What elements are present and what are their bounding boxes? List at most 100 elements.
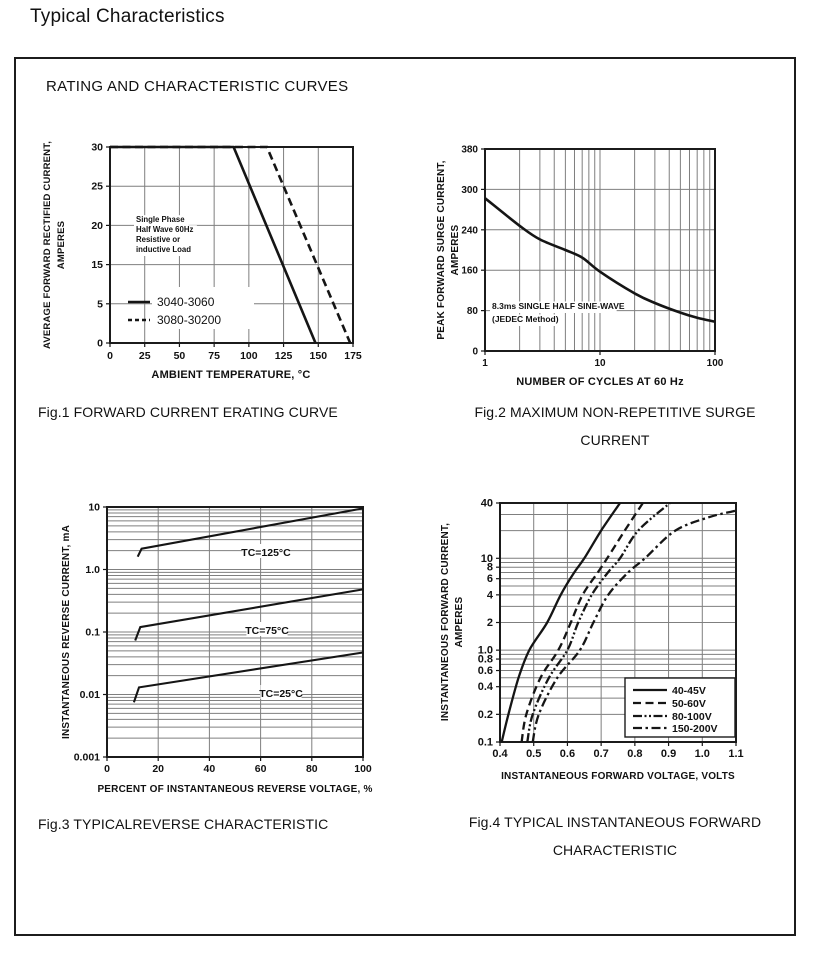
y-tick-label: 2 bbox=[487, 617, 493, 629]
y-tick-label: 240 bbox=[461, 225, 478, 236]
fig2-tick-labels: 1 10 100 0 80 160 240 300 380 bbox=[461, 145, 723, 370]
fig2-series-surge-current bbox=[484, 197, 716, 323]
fig3-y-axis-title: INSTANTANEOUS REVERSE CURRENT, mA bbox=[61, 525, 72, 739]
fig3-caption: Fig.3 TYPICALREVERSE CHARACTERISTIC bbox=[38, 810, 328, 838]
note-background bbox=[134, 215, 189, 226]
fig4-plot-border bbox=[499, 502, 737, 743]
y-tick-label: 0.1 bbox=[85, 627, 100, 639]
y-tick-label: 6 bbox=[487, 573, 493, 585]
page-title: Typical Characteristics bbox=[30, 6, 225, 27]
annotation-line: inductive Load bbox=[136, 245, 191, 254]
fig3-caption-line: Fig.3 TYPICALREVERSE CHARACTERISTIC bbox=[38, 816, 329, 832]
y-tick-label: 8 bbox=[487, 562, 493, 574]
legend-label: 80-100V bbox=[672, 711, 712, 723]
x-tick-label: 40 bbox=[204, 763, 216, 775]
fig1-x-axis-title: AMBIENT TEMPERATURE, °C bbox=[151, 369, 310, 381]
x-tick-label: 125 bbox=[275, 350, 293, 362]
fig3-series-tc-75-c bbox=[134, 588, 364, 641]
note-background bbox=[134, 225, 197, 236]
note-background bbox=[490, 301, 617, 313]
x-tick-label: 80 bbox=[306, 763, 318, 775]
y-tick-label: 30 bbox=[91, 142, 103, 154]
x-tick-label: 60 bbox=[255, 763, 267, 775]
fig2-caption-line: CURRENT bbox=[580, 432, 650, 448]
x-tick-label: 0.6 bbox=[560, 748, 575, 760]
fig1-caption: Fig.1 FORWARD CURRENT ERATING CURVE bbox=[38, 398, 338, 426]
x-tick-label: 0.9 bbox=[661, 748, 676, 760]
curve-label-background bbox=[260, 685, 302, 699]
fig3-plot-border bbox=[106, 506, 364, 758]
fig3-reverse-chart: 0 20 40 60 80 100 10 1.0 0.1 0.01 0.001 PERCENT OF … bbox=[61, 502, 372, 796]
x-tick-label: 1 bbox=[482, 358, 488, 369]
x-tick-label: 25 bbox=[139, 350, 151, 362]
y-tick-label: 10 bbox=[481, 553, 493, 565]
y-tick-label: 160 bbox=[461, 266, 478, 277]
x-tick-label: 0.5 bbox=[526, 748, 541, 760]
x-tick-label: 0 bbox=[104, 763, 110, 775]
x-tick-label: 1.1 bbox=[728, 748, 743, 760]
fig1-legend: 3040-3060 3080-30200 bbox=[128, 287, 254, 329]
fig4-forward-chart: 0.4 0.5 0.6 0.7 0.8 0.9 1.0 1.1401086421.00.80.… bbox=[440, 498, 744, 783]
x-tick-label: 50 bbox=[174, 350, 186, 362]
x-tick-label: 0.8 bbox=[627, 748, 642, 760]
fig1-series-3080-30200 bbox=[110, 145, 352, 344]
x-tick-label: 10 bbox=[594, 358, 606, 369]
y-tick-label: 80 bbox=[467, 306, 479, 317]
fig3-x-axis-title: PERCENT OF INSTANTANEOUS REVERSE VOLTAGE… bbox=[97, 784, 372, 795]
x-tick-label: 100 bbox=[240, 350, 258, 362]
y-tick-label: 1.0 bbox=[478, 645, 493, 657]
x-tick-label: 75 bbox=[208, 350, 220, 362]
y-tick-label: 0.1 bbox=[478, 737, 493, 749]
fig3-tick-labels: 0 20 40 60 80 100 10 1.0 0.1 0.01 0.001 bbox=[74, 502, 372, 776]
fig2-annotation: 8.3ms SINGLE HALF SINE-WAVE (JEDEC Method… bbox=[490, 301, 625, 326]
fig4-caption-line: Fig.4 TYPICAL INSTANTANEOUS FORWARD bbox=[468, 814, 762, 830]
fig4-caption-line: CHARACTERISTIC bbox=[552, 842, 678, 858]
fig2-caption: Fig.2 MAXIMUM NON-REPETITIVE SURGE CURRE… bbox=[423, 398, 807, 454]
x-tick-label: 1.0 bbox=[695, 748, 710, 760]
fig2-series bbox=[484, 197, 716, 323]
legend-label: 3080-30200 bbox=[157, 313, 221, 327]
fig1-caption-line: Fig.1 FORWARD CURRENT ERATING CURVE bbox=[38, 404, 338, 420]
fig2-y-axis-title: AMPERES bbox=[450, 224, 461, 275]
curves-panel bbox=[14, 57, 796, 936]
fig3-series bbox=[132, 507, 364, 703]
annotation-line: Half Wave 60Hz bbox=[136, 225, 193, 234]
annotation-line: 8.3ms SINGLE HALF SINE-WAVE bbox=[492, 301, 625, 311]
curve-label: TC=75°C bbox=[245, 625, 289, 637]
fig1-y-axis-title: AMPERES bbox=[56, 221, 67, 269]
y-tick-label: 0.2 bbox=[478, 709, 493, 721]
annotation-line: Single Phase bbox=[136, 215, 185, 224]
fig4-x-axis-title: INSTANTANEOUS FORWARD VOLTAGE, VOLTS bbox=[501, 771, 735, 782]
curve-label: TC=25°C bbox=[259, 688, 303, 700]
y-tick-label: 380 bbox=[461, 145, 478, 156]
fig4-series bbox=[500, 502, 737, 743]
fig1-tick-labels: 0 25 50 75 100 125 150 175 0 5 15 20 25 30 bbox=[91, 142, 362, 363]
annotation-line: Resistive or bbox=[136, 235, 180, 244]
y-tick-label: 0.001 bbox=[74, 752, 100, 764]
y-tick-label: 0.4 bbox=[478, 681, 494, 693]
fig3-series-tc-25-c bbox=[132, 651, 364, 703]
curve-label-background bbox=[242, 544, 290, 558]
y-tick-label: 0.01 bbox=[80, 689, 101, 701]
note-background bbox=[134, 235, 189, 246]
fig4-y-axis-title: AMPERES bbox=[454, 596, 465, 647]
legend-label: 3040-3060 bbox=[157, 295, 215, 309]
y-tick-label: 5 bbox=[97, 298, 103, 310]
fig2-y-axis-title: PEAK FORWARD SURGE CURRENT, bbox=[436, 160, 447, 339]
y-tick-label: 4 bbox=[487, 589, 494, 601]
y-tick-label: 1.0 bbox=[85, 564, 100, 576]
y-tick-label: 10 bbox=[88, 502, 100, 514]
fig2-caption-line: Fig.2 MAXIMUM NON-REPETITIVE SURGE bbox=[474, 404, 756, 420]
y-tick-label: 20 bbox=[91, 220, 103, 232]
note-background bbox=[490, 314, 559, 326]
section-heading: RATING AND CHARACTERISTIC CURVES bbox=[46, 78, 349, 95]
fig2-x-axis-title: NUMBER OF CYCLES AT 60 Hz bbox=[516, 376, 684, 388]
x-tick-label: 175 bbox=[344, 350, 362, 362]
fig3-grid bbox=[106, 506, 364, 758]
legend-label: 40-45V bbox=[672, 685, 706, 697]
y-tick-label: 0.6 bbox=[478, 665, 493, 677]
